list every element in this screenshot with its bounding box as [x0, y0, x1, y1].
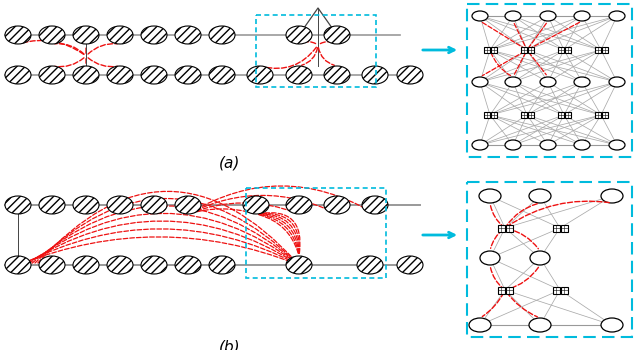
Ellipse shape [574, 140, 590, 150]
Bar [558, 47, 563, 53]
Ellipse shape [540, 140, 556, 150]
Ellipse shape [480, 251, 500, 265]
Ellipse shape [175, 256, 201, 274]
Bar [521, 47, 526, 53]
Ellipse shape [209, 256, 235, 274]
Ellipse shape [609, 140, 625, 150]
Bar [467, 4, 632, 157]
Ellipse shape [472, 11, 488, 21]
Ellipse shape [540, 11, 556, 21]
Ellipse shape [5, 66, 31, 84]
Bar [505, 224, 512, 231]
Bar [256, 15, 376, 87]
Ellipse shape [286, 26, 312, 44]
Ellipse shape [39, 26, 65, 44]
Bar [602, 112, 607, 118]
Ellipse shape [209, 66, 235, 84]
Text: (a): (a) [219, 155, 241, 170]
Ellipse shape [286, 196, 312, 214]
Ellipse shape [362, 66, 388, 84]
Ellipse shape [73, 66, 99, 84]
Ellipse shape [469, 318, 491, 332]
Ellipse shape [243, 196, 269, 214]
Bar [246, 188, 386, 278]
Bar [553, 287, 560, 294]
Bar [484, 47, 489, 53]
Bar [528, 112, 533, 118]
Bar [561, 224, 567, 231]
Bar [595, 112, 600, 118]
Ellipse shape [5, 26, 31, 44]
Ellipse shape [505, 140, 521, 150]
Ellipse shape [141, 26, 167, 44]
Ellipse shape [107, 256, 133, 274]
Ellipse shape [362, 196, 388, 214]
Ellipse shape [175, 26, 201, 44]
Bar [484, 112, 489, 118]
Ellipse shape [357, 256, 383, 274]
Ellipse shape [609, 77, 625, 87]
Ellipse shape [141, 66, 167, 84]
Bar [521, 112, 526, 118]
Ellipse shape [73, 256, 99, 274]
Ellipse shape [107, 196, 133, 214]
Bar [602, 47, 607, 53]
Bar [467, 182, 632, 337]
Ellipse shape [5, 256, 31, 274]
Ellipse shape [247, 66, 273, 84]
Bar [595, 47, 600, 53]
Bar [498, 287, 505, 294]
Ellipse shape [107, 26, 133, 44]
Ellipse shape [39, 196, 65, 214]
Ellipse shape [505, 11, 521, 21]
Ellipse shape [530, 251, 550, 265]
Ellipse shape [397, 256, 423, 274]
Ellipse shape [175, 66, 201, 84]
Ellipse shape [472, 77, 488, 87]
Bar [558, 112, 563, 118]
Ellipse shape [39, 66, 65, 84]
Ellipse shape [73, 196, 99, 214]
Bar [553, 224, 560, 231]
Ellipse shape [397, 66, 423, 84]
Ellipse shape [529, 189, 551, 203]
Bar [498, 224, 505, 231]
Bar [565, 112, 570, 118]
Ellipse shape [209, 26, 235, 44]
Ellipse shape [472, 140, 488, 150]
Ellipse shape [141, 256, 167, 274]
Ellipse shape [540, 77, 556, 87]
Ellipse shape [324, 196, 350, 214]
Ellipse shape [324, 66, 350, 84]
Bar [565, 47, 570, 53]
Text: (b): (b) [219, 340, 241, 350]
Ellipse shape [574, 77, 590, 87]
Ellipse shape [479, 189, 501, 203]
Ellipse shape [601, 318, 623, 332]
Ellipse shape [107, 66, 133, 84]
Ellipse shape [505, 77, 521, 87]
Ellipse shape [609, 11, 625, 21]
Ellipse shape [5, 196, 31, 214]
Ellipse shape [601, 189, 623, 203]
Ellipse shape [529, 318, 551, 332]
Ellipse shape [141, 196, 167, 214]
Ellipse shape [286, 66, 312, 84]
Ellipse shape [73, 26, 99, 44]
Ellipse shape [39, 256, 65, 274]
Bar [561, 287, 567, 294]
Bar [491, 47, 496, 53]
Ellipse shape [324, 26, 350, 44]
Bar [505, 287, 512, 294]
Ellipse shape [175, 196, 201, 214]
Ellipse shape [286, 256, 312, 274]
Ellipse shape [574, 11, 590, 21]
Bar [491, 112, 496, 118]
Bar [528, 47, 533, 53]
